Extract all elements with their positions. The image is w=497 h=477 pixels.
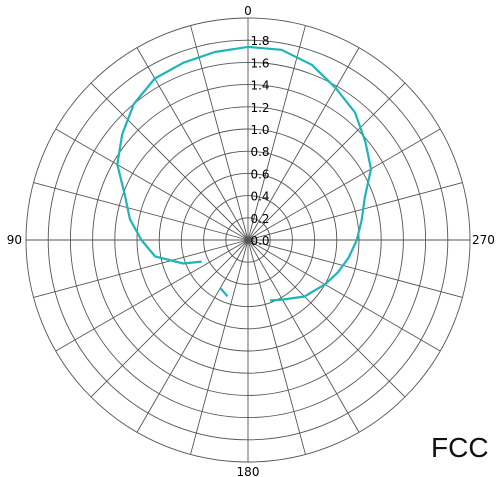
radial-tick-label: 0.8 bbox=[250, 145, 269, 159]
series-layer bbox=[116, 45, 373, 302]
radial-tick-label: 0.4 bbox=[250, 190, 269, 204]
angle-label-0: 0 bbox=[244, 4, 252, 18]
grid-spoke bbox=[247, 25, 306, 241]
corner-label: FCC bbox=[431, 432, 489, 463]
grid-spoke bbox=[247, 82, 406, 241]
angle-label-270: 270 bbox=[472, 233, 495, 247]
polar-grid bbox=[25, 17, 471, 463]
radial-tick-label: 0.2 bbox=[250, 212, 269, 226]
grid-spoke bbox=[247, 182, 463, 241]
grid-spoke bbox=[247, 47, 360, 241]
angle-label-180: 180 bbox=[237, 465, 260, 477]
grid-spoke bbox=[247, 239, 360, 433]
grid-spoke bbox=[247, 239, 406, 398]
grid-spoke bbox=[190, 239, 249, 455]
series-line bbox=[247, 45, 373, 302]
angle-label-90: 90 bbox=[7, 233, 22, 247]
grid-spoke bbox=[55, 128, 249, 241]
grid-spoke bbox=[190, 25, 249, 241]
grid-spoke bbox=[247, 239, 306, 455]
radial-tick-label: 1.8 bbox=[250, 34, 269, 48]
grid-spoke bbox=[55, 239, 249, 352]
grid-spoke bbox=[90, 82, 249, 241]
radial-tick-label: 1.4 bbox=[250, 79, 269, 93]
grid-spoke bbox=[33, 239, 249, 298]
grid-spoke bbox=[90, 239, 249, 398]
grid-spoke bbox=[136, 239, 249, 433]
axis-labels: 0.0 0.2 0.4 0.6 0.8 1.0 1.2 1.4 1.6 1.8 0 90 180 270 bbox=[7, 4, 495, 477]
radial-tick-label: 1.6 bbox=[250, 56, 269, 70]
radial-tick-label: 1.0 bbox=[250, 123, 269, 137]
grid-spoke bbox=[247, 128, 441, 241]
grid-spoke bbox=[33, 182, 249, 241]
grid-spoke bbox=[247, 239, 463, 298]
grid-spoke bbox=[247, 239, 441, 352]
series-line bbox=[116, 45, 249, 265]
radial-tick-label: 1.2 bbox=[250, 101, 269, 115]
grid-spoke bbox=[136, 47, 249, 241]
radial-tick-label: 0.6 bbox=[250, 167, 269, 181]
series-line bbox=[219, 287, 229, 298]
radial-tick-label: 0.0 bbox=[250, 234, 269, 248]
